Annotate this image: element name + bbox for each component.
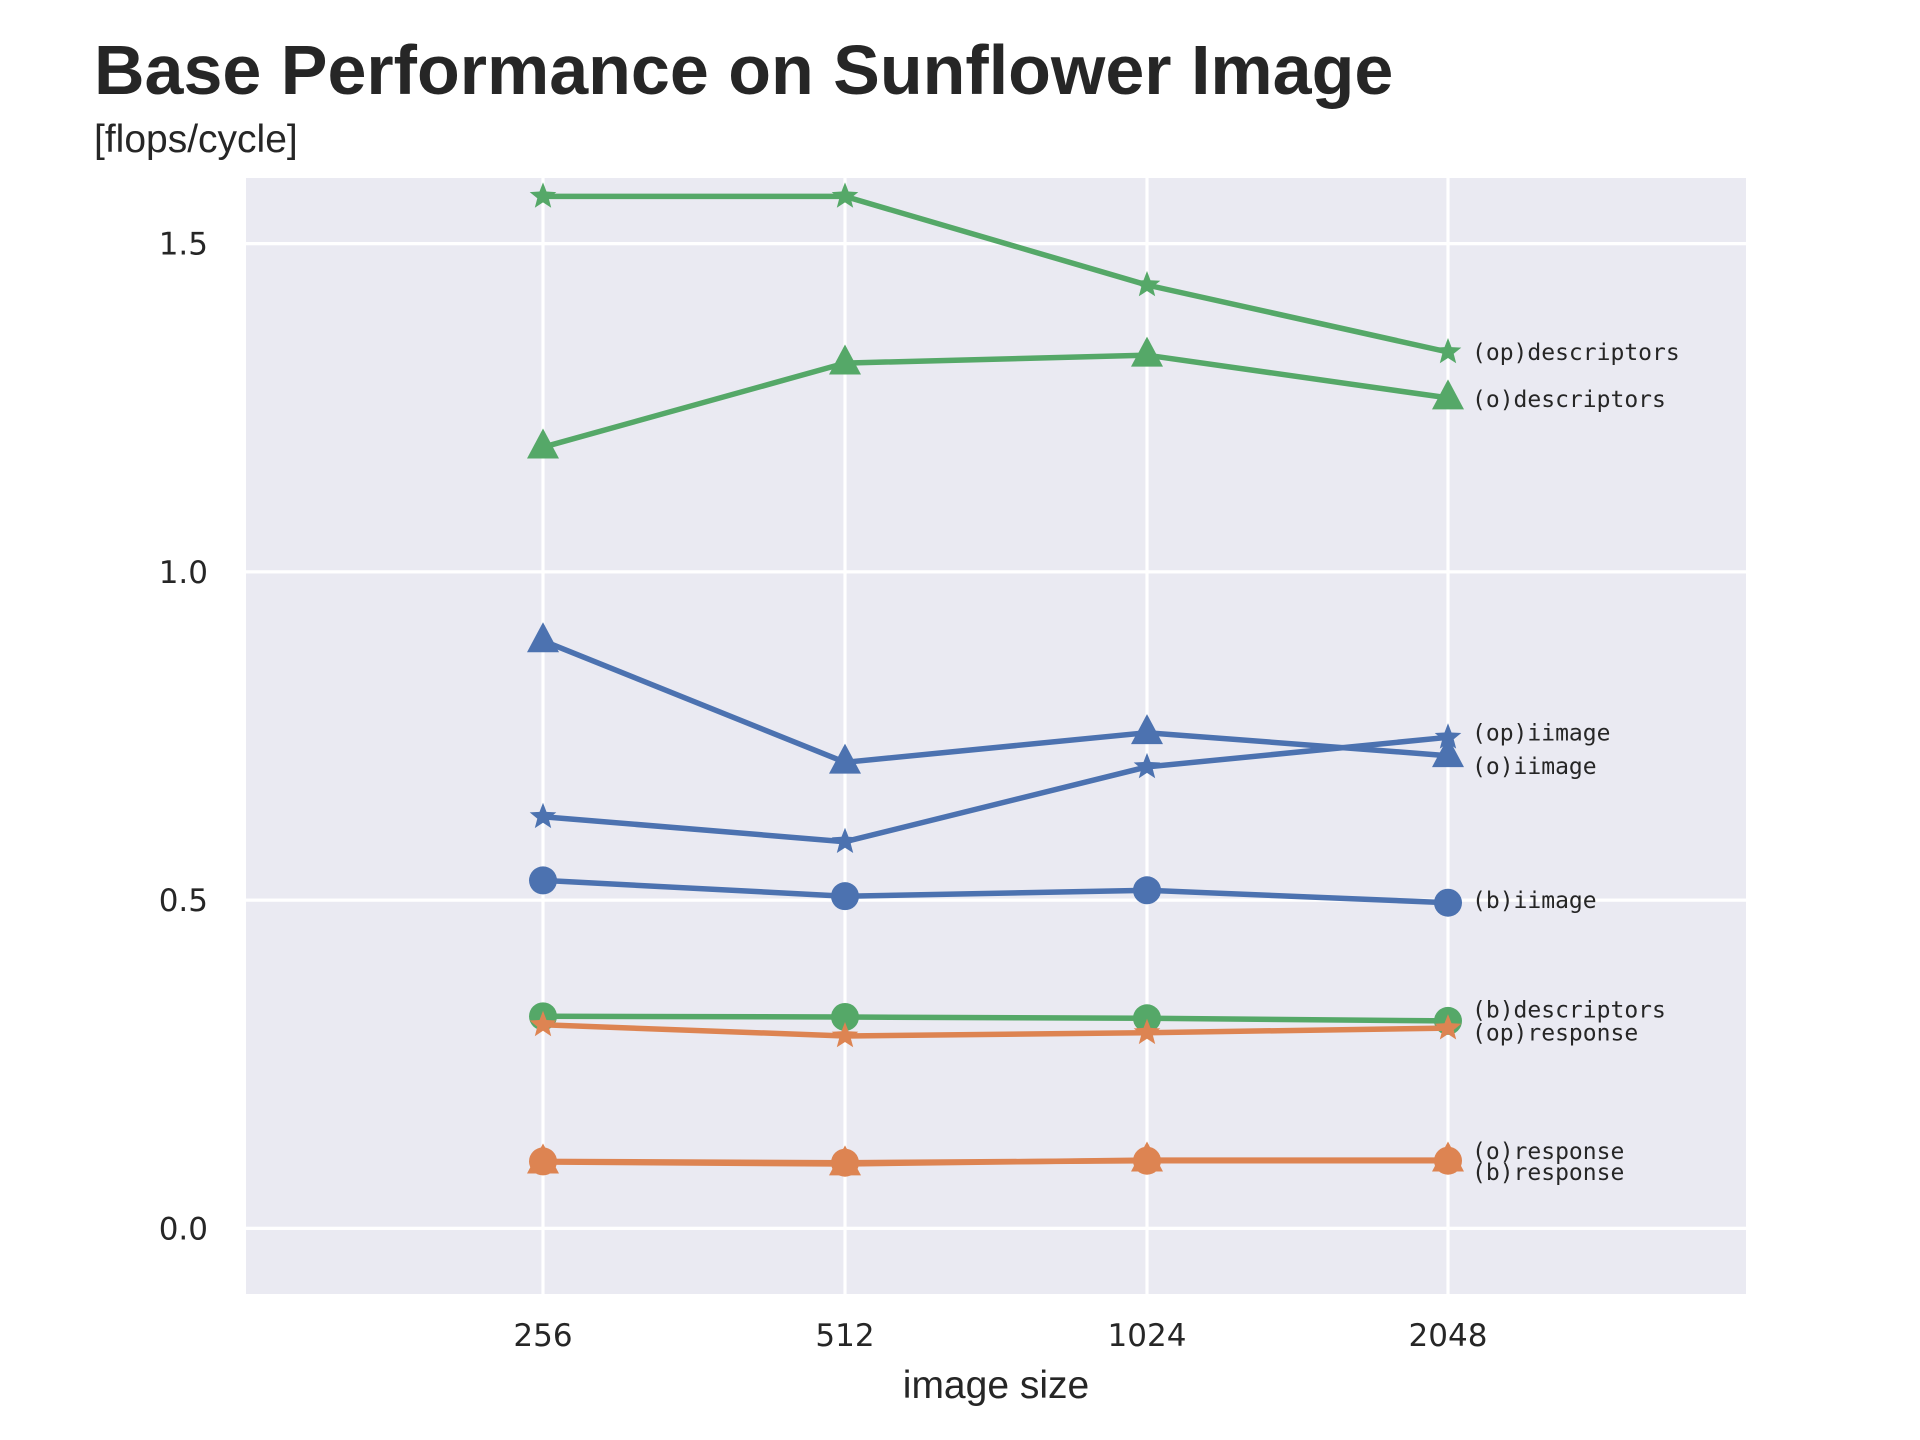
data-point: [829, 344, 861, 375]
data-point: [527, 622, 559, 653]
data-point: [831, 1022, 859, 1048]
x-tick-labels: 256 512 1024 2048: [513, 1318, 1487, 1354]
series-end-label: (o)descriptors: [1472, 387, 1666, 413]
series-line: [542, 352, 1449, 450]
series-line: [542, 1022, 1449, 1039]
series-end-label: (op)descriptors: [1472, 340, 1680, 366]
data-point: [1131, 336, 1163, 367]
series-b-response: [529, 1146, 1462, 1177]
plot-background: [246, 178, 1746, 1294]
series-line: [542, 1013, 1449, 1024]
series-o-iimage: [527, 622, 1464, 774]
x-axis-label: image size: [903, 1364, 1089, 1407]
series-line: [542, 734, 1449, 845]
series-end-label: (o)response: [1472, 1139, 1624, 1165]
series-end-label: (b)iimage: [1472, 888, 1597, 914]
data-point: [1434, 723, 1462, 749]
series-op-iimage: [529, 723, 1462, 853]
x-tick-label: 512: [815, 1318, 874, 1354]
data-point: [1133, 1146, 1161, 1175]
data-point: [1434, 338, 1462, 364]
y-tick-label: 0.0: [159, 1211, 208, 1247]
x-tick-label: 256: [513, 1318, 572, 1354]
chart-title: Base Performance on Sunflower Image: [94, 31, 1394, 109]
data-point: [1133, 752, 1161, 779]
data-point: [831, 882, 859, 911]
data-point: [831, 827, 859, 853]
y-tick-label: 1.5: [159, 227, 208, 263]
data-point: [831, 1002, 859, 1031]
y-tick-label: 1.0: [159, 555, 208, 591]
data-point: [1434, 1014, 1462, 1040]
series-o-descriptors: [527, 336, 1464, 459]
data-point: [1133, 271, 1161, 297]
series-end-label: (b)response: [1472, 1160, 1624, 1186]
data-point: [529, 866, 557, 895]
series-line: [542, 877, 1449, 906]
data-point: [829, 743, 861, 774]
data-point: [529, 802, 557, 829]
series-group: [527, 182, 1464, 1177]
data-point: [1133, 1004, 1161, 1033]
y-tick-labels: 0.0 0.5 1.0 1.5: [159, 227, 208, 1248]
data-point: [1432, 379, 1464, 410]
data-point: [529, 1147, 557, 1176]
series-op-response: [529, 1010, 1462, 1048]
series-op-descriptors: [529, 182, 1462, 364]
data-point: [831, 182, 859, 208]
series-end-label: (op)iimage: [1472, 721, 1610, 747]
data-point: [527, 428, 559, 459]
data-point: [1131, 714, 1163, 745]
data-point: [831, 1148, 859, 1177]
series-labels: (op)descriptors (o)descriptors (op)iimage (…: [1472, 340, 1680, 1186]
series-end-label: (o)iimage: [1472, 754, 1597, 780]
series-line: [543, 193, 1449, 355]
data-point: [1432, 737, 1464, 768]
data-point: [1434, 888, 1462, 917]
data-point: [529, 1010, 557, 1037]
chart-subtitle: [flops/cycle]: [94, 118, 298, 161]
data-point: [1133, 876, 1161, 905]
y-tick-label: 0.5: [159, 883, 208, 919]
series-b-iimage: [529, 866, 1462, 917]
x-tick-label: 1024: [1108, 1318, 1187, 1354]
series-line: [542, 1157, 1448, 1166]
series-end-label: (op)response: [1472, 1021, 1638, 1047]
series-end-label: (b)descriptors: [1472, 998, 1666, 1024]
data-point: [1133, 1018, 1161, 1045]
series-line: [541, 638, 1449, 766]
data-point: [1434, 1146, 1462, 1175]
x-tick-label: 2048: [1409, 1318, 1488, 1354]
data-point: [529, 182, 557, 208]
